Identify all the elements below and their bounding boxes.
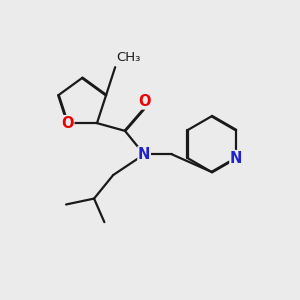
Text: CH₃: CH₃: [117, 51, 141, 64]
Text: N: N: [230, 151, 242, 166]
Text: O: O: [138, 94, 150, 109]
Text: O: O: [61, 116, 74, 130]
Text: N: N: [138, 147, 150, 162]
